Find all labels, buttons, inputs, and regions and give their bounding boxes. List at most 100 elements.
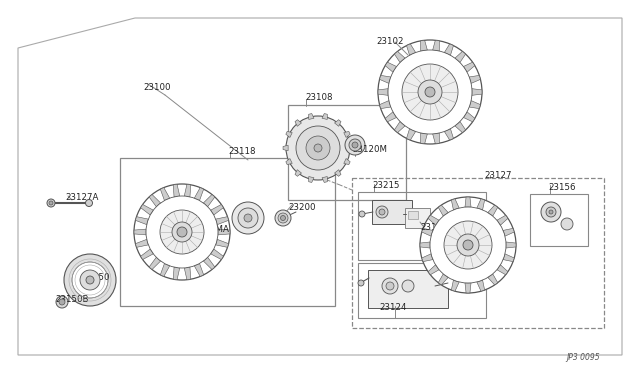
Text: 23120M: 23120M	[352, 145, 387, 154]
Polygon shape	[465, 283, 471, 293]
Polygon shape	[204, 195, 215, 207]
Circle shape	[457, 234, 479, 256]
Text: 23135M: 23135M	[420, 224, 455, 232]
Polygon shape	[184, 184, 191, 197]
Polygon shape	[136, 239, 148, 247]
Polygon shape	[455, 121, 465, 133]
Circle shape	[177, 227, 187, 237]
Circle shape	[286, 116, 350, 180]
Polygon shape	[422, 228, 433, 236]
Polygon shape	[451, 280, 459, 291]
Circle shape	[80, 270, 100, 290]
Circle shape	[86, 276, 94, 284]
Circle shape	[232, 202, 264, 234]
Circle shape	[418, 80, 442, 104]
Text: 23124: 23124	[380, 304, 407, 312]
Polygon shape	[428, 265, 439, 275]
Polygon shape	[322, 177, 327, 182]
Circle shape	[172, 222, 192, 242]
Bar	[405, 208, 430, 228]
Circle shape	[345, 135, 365, 155]
Text: 23118: 23118	[228, 148, 255, 157]
Bar	[372, 200, 412, 224]
Circle shape	[160, 210, 204, 254]
Circle shape	[238, 208, 258, 228]
Polygon shape	[394, 51, 405, 62]
Circle shape	[352, 142, 358, 148]
Circle shape	[49, 201, 53, 205]
Polygon shape	[463, 62, 475, 72]
Circle shape	[359, 211, 365, 217]
Polygon shape	[465, 197, 471, 207]
Text: 23127: 23127	[484, 170, 511, 180]
Polygon shape	[308, 177, 314, 182]
Polygon shape	[204, 257, 215, 269]
Polygon shape	[141, 249, 154, 260]
Text: 23100: 23100	[143, 83, 170, 92]
Circle shape	[430, 207, 506, 283]
Circle shape	[56, 296, 68, 308]
Polygon shape	[406, 129, 415, 140]
Circle shape	[64, 254, 116, 306]
Circle shape	[358, 280, 364, 286]
Bar	[358, 192, 486, 260]
Bar	[120, 158, 335, 306]
Circle shape	[278, 213, 288, 223]
Circle shape	[541, 202, 561, 222]
Circle shape	[546, 207, 556, 217]
Polygon shape	[420, 40, 428, 51]
Polygon shape	[283, 145, 288, 151]
Circle shape	[402, 64, 458, 120]
Polygon shape	[149, 257, 161, 269]
Polygon shape	[141, 205, 154, 215]
Polygon shape	[488, 205, 498, 216]
Polygon shape	[161, 263, 170, 276]
Circle shape	[314, 144, 322, 152]
Circle shape	[134, 184, 230, 280]
Circle shape	[47, 199, 55, 207]
Polygon shape	[173, 267, 180, 280]
Polygon shape	[433, 133, 440, 144]
Polygon shape	[438, 274, 448, 285]
Text: 23156: 23156	[548, 183, 575, 192]
Polygon shape	[385, 62, 397, 72]
Circle shape	[376, 206, 388, 218]
Circle shape	[382, 278, 398, 294]
Polygon shape	[295, 120, 301, 126]
Bar	[408, 211, 418, 219]
Bar	[288, 105, 406, 200]
Circle shape	[86, 199, 93, 206]
Circle shape	[379, 209, 385, 215]
Polygon shape	[149, 195, 161, 207]
Circle shape	[425, 87, 435, 97]
Circle shape	[244, 214, 252, 222]
Polygon shape	[406, 44, 415, 55]
Circle shape	[463, 240, 473, 250]
Polygon shape	[422, 254, 433, 262]
Polygon shape	[469, 100, 481, 109]
Text: 23102: 23102	[376, 38, 404, 46]
Polygon shape	[503, 254, 514, 262]
Polygon shape	[136, 217, 148, 225]
Polygon shape	[506, 242, 516, 248]
Circle shape	[549, 210, 553, 214]
Polygon shape	[380, 100, 391, 109]
Text: 23215: 23215	[372, 182, 399, 190]
Polygon shape	[308, 113, 314, 119]
Polygon shape	[477, 280, 484, 291]
Polygon shape	[455, 51, 465, 62]
Circle shape	[444, 221, 492, 269]
Polygon shape	[420, 242, 430, 248]
Polygon shape	[380, 76, 391, 83]
Text: 23108: 23108	[305, 93, 333, 102]
Polygon shape	[134, 229, 146, 235]
Bar	[352, 178, 604, 328]
Polygon shape	[385, 112, 397, 122]
Bar	[530, 194, 588, 246]
Polygon shape	[378, 89, 388, 95]
Polygon shape	[428, 215, 439, 225]
Circle shape	[386, 282, 394, 290]
Circle shape	[72, 262, 108, 298]
Polygon shape	[497, 265, 508, 275]
Polygon shape	[433, 40, 440, 51]
